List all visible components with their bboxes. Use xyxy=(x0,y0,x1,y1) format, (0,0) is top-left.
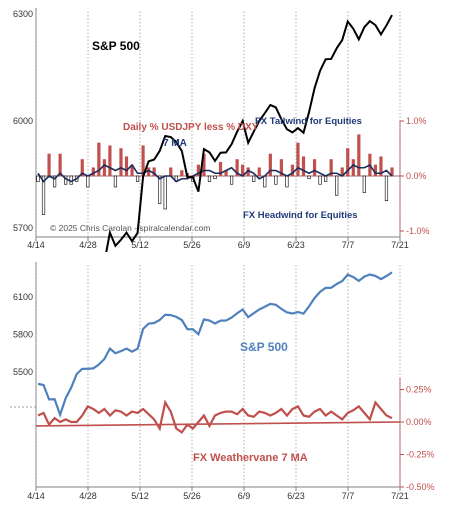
sp500-label: S&P 500 xyxy=(92,39,140,53)
daily-bar xyxy=(290,164,295,177)
daily-bar xyxy=(52,175,57,188)
daily-bar xyxy=(102,159,106,177)
x-tick-label: 7/7 xyxy=(342,491,355,501)
weathervane-line xyxy=(37,399,393,434)
x-tick-label: 5/12 xyxy=(131,240,149,250)
left-tick-label: 5500 xyxy=(13,367,33,377)
daily-bar xyxy=(379,156,383,177)
daily-bar xyxy=(97,142,101,177)
daily-bar xyxy=(113,175,118,188)
daily-bar xyxy=(268,153,272,177)
daily-bar xyxy=(41,175,46,215)
x-tick-label: 5/26 xyxy=(183,491,201,501)
left-tick-label: 6300 xyxy=(13,9,33,19)
daily-bar xyxy=(318,175,322,185)
tailwind-label: FX Tailwind for Equities xyxy=(255,116,362,127)
daily-bar xyxy=(108,145,112,177)
copyright-label: © 2025 Chris Carolan - spiralcalendar.co… xyxy=(50,223,210,233)
x-tick-label: 4/14 xyxy=(27,240,45,250)
daily-bar xyxy=(135,175,140,182)
zero-line xyxy=(35,421,401,427)
headwind-label: FX Headwind for Equities xyxy=(243,210,358,221)
ma-line xyxy=(37,163,393,183)
x-tick-label: 6/23 xyxy=(287,491,305,501)
sp500-line xyxy=(37,271,393,419)
x-tick-label: 4/14 xyxy=(27,491,45,501)
left-tick-label: 6100 xyxy=(13,292,33,302)
right-tick-label: -0.50% xyxy=(406,482,435,492)
right-tick-label: 0.00% xyxy=(406,417,432,427)
x-tick-label: 7/21 xyxy=(391,491,409,501)
bottom-chart: 4/14 4/28 5/12 5/26 6/9 6/23 7/7 7/21 6100 5800 55… xyxy=(10,262,435,501)
daily-bar xyxy=(257,167,261,177)
x-tick-label: 7/7 xyxy=(342,240,355,250)
sp500-line xyxy=(105,14,393,252)
x-tick-label: 5/12 xyxy=(131,491,149,501)
right-tick-label: 0.25% xyxy=(406,385,432,395)
daily-bar xyxy=(346,148,350,177)
daily-label: Daily % USDJPY less % DXY xyxy=(123,122,259,133)
daily-bar xyxy=(196,164,201,177)
daily-bar xyxy=(285,175,289,188)
daily-bar xyxy=(335,175,339,196)
daily-bar xyxy=(91,167,95,177)
x-tick-label: 5/26 xyxy=(183,240,201,250)
weathervane-label: FX Weathervane 7 MA xyxy=(193,452,308,464)
left-tick-label: 5800 xyxy=(13,330,33,340)
daily-bar xyxy=(351,159,355,177)
daily-bar xyxy=(158,175,162,204)
daily-bar xyxy=(169,167,173,177)
x-tick-label: 7/21 xyxy=(391,240,409,250)
daily-bar xyxy=(235,159,239,177)
top-chart: 4/14 4/28 5/12 5/26 6/9 6/23 7/7 7/21 6300 6000 57… xyxy=(13,8,430,252)
daily-bar xyxy=(312,159,317,177)
daily-bar xyxy=(357,134,361,177)
daily-bar xyxy=(147,167,151,177)
daily-bar xyxy=(252,175,256,182)
daily-bar xyxy=(213,175,217,180)
daily-bar xyxy=(124,156,129,177)
daily-bar xyxy=(362,175,366,193)
daily-bar xyxy=(47,153,51,177)
daily-bar xyxy=(263,175,267,188)
daily-bar xyxy=(296,142,300,177)
daily-bar xyxy=(86,175,90,188)
daily-bar xyxy=(384,175,389,202)
right-tick-label: -0.25% xyxy=(406,450,435,460)
right-tick-label: 0.0% xyxy=(406,171,427,181)
daily-bar xyxy=(301,156,306,177)
x-tick-label: 4/28 xyxy=(79,491,97,501)
x-tick-label: 4/28 xyxy=(79,240,97,250)
daily-bar xyxy=(229,175,234,185)
x-tick-label: 6/9 xyxy=(238,491,251,501)
daily-bar xyxy=(119,148,123,177)
daily-bar xyxy=(307,175,311,180)
daily-bar xyxy=(329,159,333,177)
left-tick-label: 6000 xyxy=(13,116,33,126)
sp500-label: S&P 500 xyxy=(240,340,288,354)
daily-bar xyxy=(80,159,84,177)
right-tick-label: -1.0% xyxy=(406,226,430,236)
daily-bar xyxy=(69,175,73,185)
daily-bar xyxy=(36,175,40,182)
x-tick-label: 6/9 xyxy=(238,240,251,250)
left-tick-label: 5700 xyxy=(13,223,33,233)
ma-label: 7 MA xyxy=(163,138,187,149)
daily-bar xyxy=(207,175,212,182)
daily-bar xyxy=(279,159,283,177)
daily-bar xyxy=(180,170,184,177)
right-tick-label: 1.0% xyxy=(406,116,427,126)
daily-bar xyxy=(58,153,62,177)
x-tick-label: 6/23 xyxy=(287,240,305,250)
daily-bar xyxy=(218,161,223,177)
daily-bar xyxy=(274,175,278,185)
daily-bar xyxy=(163,175,167,210)
